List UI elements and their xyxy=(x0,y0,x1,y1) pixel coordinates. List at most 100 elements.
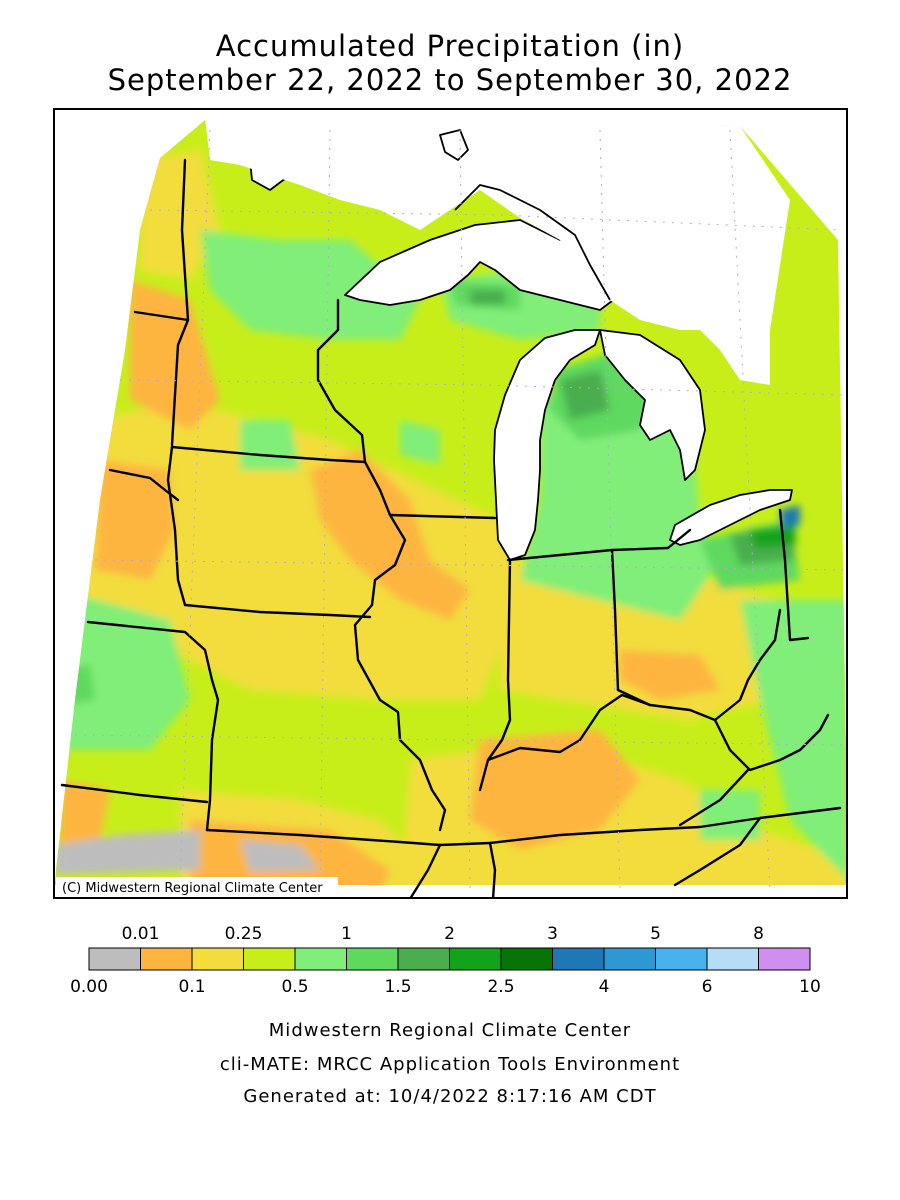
legend-swatch xyxy=(758,947,811,971)
lake-erie xyxy=(669,489,793,546)
se-ky xyxy=(673,816,762,887)
legend-lower-label: 0.00 xyxy=(70,977,108,997)
legend-swatch xyxy=(552,947,605,971)
legend-swatch xyxy=(706,947,759,971)
graticule-line xyxy=(599,129,621,891)
legend-lower-label: 6 xyxy=(702,977,713,997)
legend-upper-label: 1 xyxy=(341,924,352,944)
ia-mo-border xyxy=(183,603,372,619)
legend-lower-label: 1.5 xyxy=(384,977,411,997)
legend-swatch xyxy=(449,947,502,971)
legend-swatch xyxy=(88,947,141,971)
legend-swatch xyxy=(603,947,656,971)
credit-text: (C) Midwestern Regional Climate Center xyxy=(62,881,323,896)
nd-sd-border xyxy=(133,310,190,322)
legend-lower-label: 0.5 xyxy=(281,977,308,997)
legend-upper-label: 8 xyxy=(753,924,764,944)
mn-ia-border xyxy=(170,445,367,464)
legend-upper-label: 0.25 xyxy=(225,924,263,944)
mississippi-south xyxy=(408,843,442,899)
ohio-river xyxy=(486,608,782,762)
in-oh-border xyxy=(610,548,620,692)
legend-swatch xyxy=(191,947,244,971)
precip-zone xyxy=(470,730,640,850)
graticule-line xyxy=(459,129,471,891)
precip-zone xyxy=(55,830,200,875)
legend-swatch xyxy=(294,947,347,971)
oh-pa-border xyxy=(778,508,810,642)
precip-zone xyxy=(780,505,800,528)
state-boundaries xyxy=(60,158,842,899)
footer-tool: cli-MATE: MRCC Application Tools Environ… xyxy=(219,1054,681,1075)
wi-il-border xyxy=(388,513,497,520)
footer-generated: Generated at: 10/4/2022 8:17:16 AM CDT xyxy=(243,1086,657,1107)
legend-upper-label: 0.01 xyxy=(122,924,160,944)
lake-huron xyxy=(599,329,706,481)
canada-area xyxy=(205,118,790,385)
legend-lower-label: 4 xyxy=(599,977,610,997)
lake-superior xyxy=(344,219,621,311)
precip-zone xyxy=(130,280,220,430)
legend-lower-label: 10 xyxy=(799,977,821,997)
mo-ar-border xyxy=(205,828,442,847)
precip-zone xyxy=(95,460,175,580)
graticule-line xyxy=(119,379,846,396)
legend-upper-labels: 0.01 0.25 1 2 3 5 8 xyxy=(122,924,764,944)
graticule-line xyxy=(319,129,331,891)
color-legend: 0.01 0.25 1 2 3 5 8 0.00 0.1 0.5 1.5 2.5 4 6 10 xyxy=(70,924,821,997)
precip-zone xyxy=(750,525,796,548)
precip-zone xyxy=(140,150,220,280)
precip-zone xyxy=(240,420,300,470)
graticule-line xyxy=(729,129,771,891)
legend-lower-label: 0.1 xyxy=(178,977,205,997)
va-border xyxy=(678,768,750,827)
il-in-border xyxy=(478,558,512,792)
sd-ia-border xyxy=(166,445,187,607)
precip-zone xyxy=(60,780,110,845)
sd-ne-border xyxy=(108,468,180,502)
ne-ks-border xyxy=(86,620,214,682)
map-title: Accumulated Precipitation (in) xyxy=(215,29,685,63)
precip-zone xyxy=(470,290,505,305)
great-lakes xyxy=(249,149,793,561)
graticule-line xyxy=(149,209,841,231)
wv-border xyxy=(713,713,830,772)
precip-zone xyxy=(310,450,470,620)
credit-box xyxy=(56,877,338,897)
legend-swatch xyxy=(655,947,708,971)
precipitation-map: (C) Midwestern Regional Climate Center xyxy=(53,108,848,899)
legend-swatch xyxy=(346,947,399,971)
mi-oh-shore xyxy=(666,528,692,550)
oh-south xyxy=(616,688,652,707)
precip-zone xyxy=(240,840,320,872)
legend-upper-label: 2 xyxy=(444,924,455,944)
canada-region xyxy=(205,118,790,385)
precip-zone xyxy=(200,230,420,340)
ks-ok-border xyxy=(60,783,209,804)
mo-west-border xyxy=(205,678,220,832)
ontario-shore xyxy=(454,184,611,301)
legend-swatch xyxy=(500,947,553,971)
legend-lower-labels: 0.00 0.1 0.5 1.5 2.5 4 6 10 xyxy=(70,977,821,997)
precip-zone xyxy=(620,650,720,700)
legend-swatch xyxy=(243,947,296,971)
map-border xyxy=(53,108,848,899)
legend-swatch xyxy=(397,947,450,971)
precip-zone xyxy=(60,665,95,705)
ia-il-wi-border xyxy=(363,460,407,607)
legend-upper-label: 5 xyxy=(650,924,661,944)
footer-org: Midwestern Regional Climate Center xyxy=(268,1020,632,1041)
graticule xyxy=(74,129,846,891)
lake-michigan xyxy=(493,329,601,561)
il-west-border xyxy=(353,603,447,832)
map-date-range: September 22, 2022 to September 30, 2022 xyxy=(107,63,793,97)
tn-ms-border xyxy=(488,841,497,899)
legend-lower-label: 2.5 xyxy=(487,977,514,997)
precip-zone xyxy=(400,420,440,465)
precip-zone xyxy=(700,790,760,840)
legend-swatch xyxy=(140,947,193,971)
legend-swatches xyxy=(88,947,811,971)
lake-nipigon xyxy=(439,129,469,161)
mn-wi-border xyxy=(316,298,367,464)
legend-upper-label: 3 xyxy=(547,924,558,944)
